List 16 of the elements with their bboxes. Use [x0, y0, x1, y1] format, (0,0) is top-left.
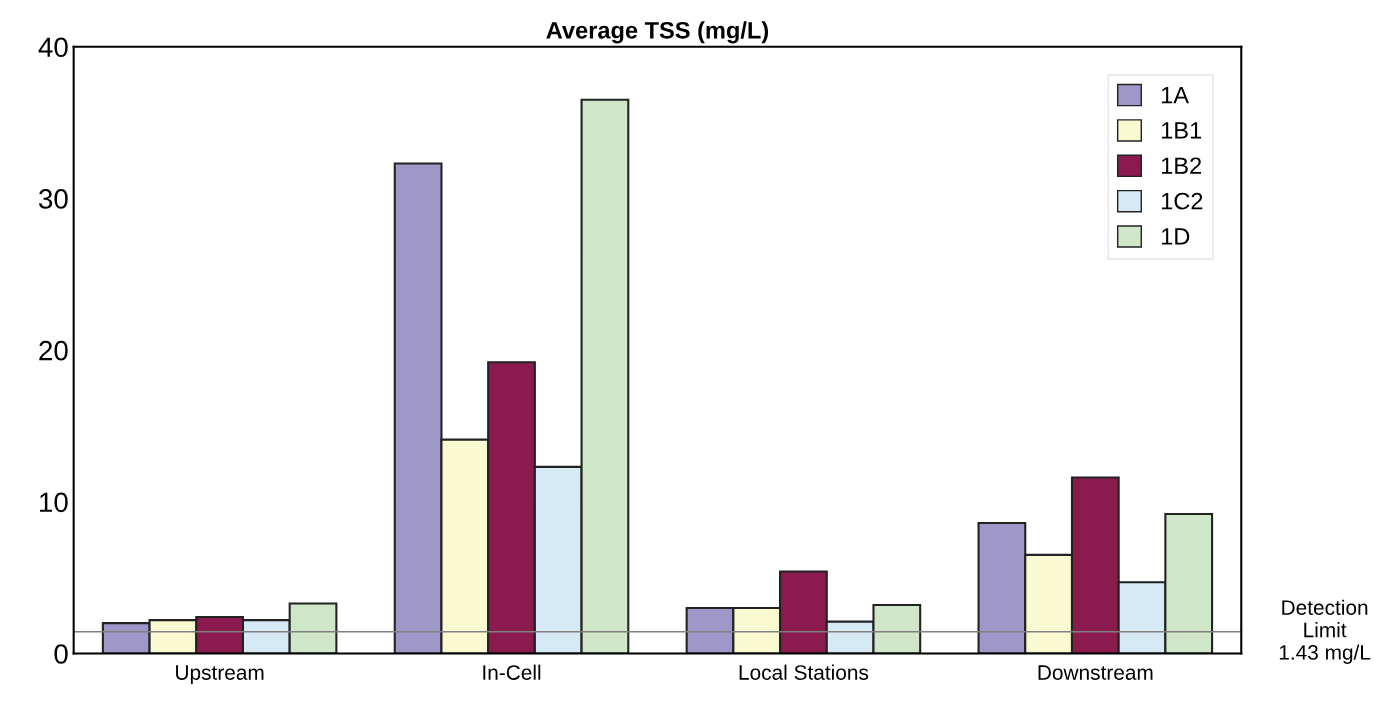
legend-label: 1B2 — [1161, 157, 1202, 174]
y-tick-label: 20 — [39, 340, 68, 361]
ref-line-label: Detection Limit 1.43 mg/L — [1279, 599, 1371, 664]
y-tick-label: 40 — [38, 37, 68, 58]
x-tick-label: Local Stations — [739, 664, 869, 680]
y-tick-label: 0 — [54, 644, 68, 664]
legend-label: 1D — [1161, 228, 1190, 245]
legend-label: 1A — [1161, 86, 1190, 104]
y-tick-label: 10 — [40, 492, 68, 513]
x-tick-label: Downstream — [1038, 665, 1153, 680]
x-tick-label: In-Cell — [483, 664, 541, 680]
chart-title: Average TSS (mg/L) — [546, 21, 769, 44]
legend-label: 1C2 — [1161, 192, 1203, 210]
x-tick-label: Upstream — [176, 665, 264, 685]
y-tick-label: 30 — [38, 189, 68, 209]
legend-label: 1B1 — [1161, 122, 1202, 139]
